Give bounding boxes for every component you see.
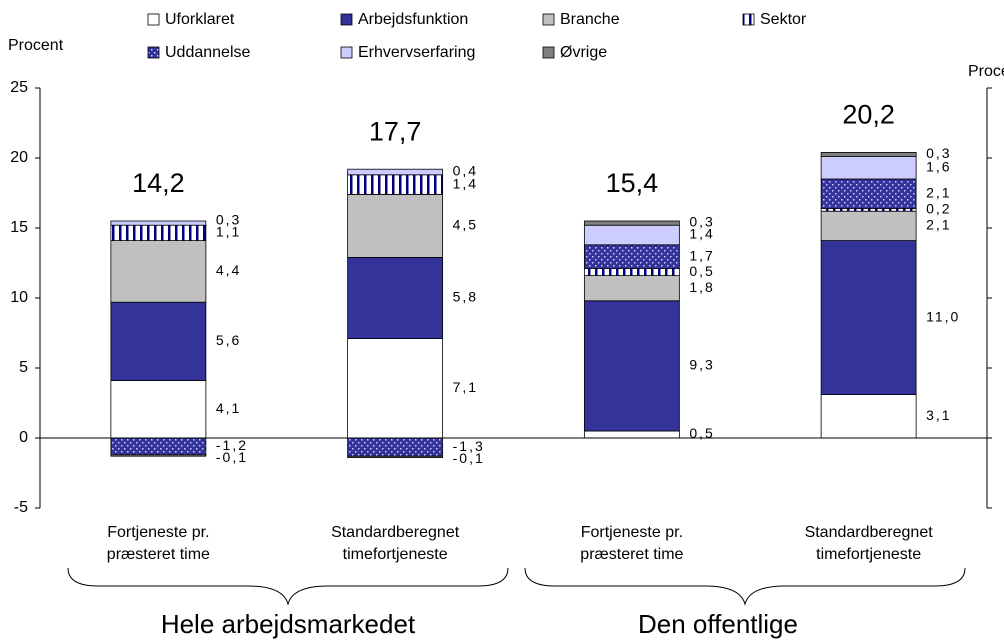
value-label: 1,1 bbox=[216, 224, 241, 240]
legend-swatch bbox=[147, 46, 160, 59]
total-label: 14,2 bbox=[132, 168, 185, 198]
bar-segment bbox=[583, 244, 680, 270]
bar-segment bbox=[583, 268, 680, 277]
bar-segment bbox=[583, 224, 680, 246]
bar-segment bbox=[583, 300, 680, 432]
bar-segment bbox=[110, 220, 207, 226]
value-label: 1,8 bbox=[689, 279, 714, 295]
y-tick-label: 20 bbox=[10, 149, 28, 166]
y-tick-label: -5 bbox=[14, 499, 28, 516]
value-label: 0,2 bbox=[926, 201, 951, 217]
value-label: 11,0 bbox=[926, 308, 960, 324]
bar-segment bbox=[347, 193, 444, 258]
legend-swatch bbox=[147, 13, 160, 26]
bar-segment bbox=[820, 394, 917, 439]
legend-label: Branche bbox=[560, 11, 620, 28]
bar-segment bbox=[583, 430, 680, 439]
bar-segment bbox=[347, 168, 444, 176]
bar-segment bbox=[583, 275, 680, 302]
value-label: 4,4 bbox=[216, 262, 241, 278]
y-tick-label: 15 bbox=[10, 219, 28, 236]
value-label: 1,4 bbox=[453, 175, 478, 191]
legend-swatch bbox=[542, 46, 555, 59]
bar-segment bbox=[347, 437, 444, 457]
group-label: Den offentlige bbox=[638, 609, 798, 639]
legend-label: Øvrige bbox=[560, 44, 607, 61]
bar-segment bbox=[820, 178, 917, 209]
bar-segment bbox=[820, 207, 917, 212]
bar-segment bbox=[347, 174, 444, 195]
value-label: 1,6 bbox=[926, 159, 951, 175]
value-label: 0,5 bbox=[689, 425, 714, 441]
value-label: 1,7 bbox=[689, 247, 714, 263]
brace bbox=[524, 567, 966, 606]
value-label: -1,3 bbox=[453, 438, 485, 454]
bar-segment bbox=[347, 256, 444, 339]
legend-label: Erhvervserfaring bbox=[358, 44, 475, 61]
y2-axis-label: Procent bbox=[968, 63, 1004, 80]
value-label: 5,6 bbox=[216, 332, 241, 348]
y-tick-label: 0 bbox=[19, 429, 28, 446]
value-label: 0,3 bbox=[216, 212, 241, 228]
x-tick-label: Fortjeneste pr. præsteret time bbox=[106, 524, 210, 563]
bar-segment bbox=[820, 210, 917, 241]
total-label: 17,7 bbox=[369, 116, 422, 146]
value-label: 4,1 bbox=[216, 400, 241, 416]
legend-label: Arbejdsfunktion bbox=[358, 11, 468, 28]
value-label: -0,1 bbox=[453, 450, 485, 466]
bar-segment bbox=[110, 454, 207, 457]
bar-segment bbox=[820, 156, 917, 180]
value-label: 4,5 bbox=[453, 217, 478, 233]
value-label: 2,1 bbox=[926, 217, 951, 233]
bar-segment bbox=[110, 240, 207, 303]
x-tick-label: Fortjeneste pr. præsteret time bbox=[580, 524, 684, 563]
total-label: 15,4 bbox=[606, 168, 659, 198]
value-label: 0,4 bbox=[453, 163, 478, 179]
bar-segment bbox=[110, 301, 207, 382]
legend-label: Sektor bbox=[760, 11, 807, 28]
bar-segment bbox=[347, 338, 444, 439]
value-label: 0,3 bbox=[926, 145, 951, 161]
bar-segment bbox=[110, 224, 207, 241]
value-label: 5,8 bbox=[453, 289, 478, 305]
legend-swatch bbox=[542, 13, 555, 26]
total-label: 20,2 bbox=[842, 100, 895, 130]
x-tick-label: Standardberegnet timefortjeneste bbox=[804, 524, 933, 563]
legend-swatch bbox=[340, 13, 353, 26]
value-label: -0,1 bbox=[216, 449, 248, 465]
legend-label: Uddannelse bbox=[165, 44, 251, 61]
brace bbox=[67, 567, 509, 606]
x-tick-label: Standardberegnet timefortjeneste bbox=[331, 524, 460, 563]
y-tick-label: 25 bbox=[10, 79, 28, 96]
value-label: 0,5 bbox=[689, 263, 714, 279]
bar-segment bbox=[347, 455, 444, 459]
y-tick-label: 10 bbox=[10, 289, 28, 306]
y-axis-label: Procent bbox=[8, 37, 64, 54]
bar-segment bbox=[820, 151, 917, 157]
y-tick-label: 5 bbox=[19, 359, 28, 376]
bar-segment bbox=[110, 380, 207, 439]
value-label: 0,3 bbox=[689, 214, 714, 230]
value-label: 2,1 bbox=[926, 184, 951, 200]
bar-segment bbox=[583, 220, 680, 226]
legend-swatch bbox=[340, 46, 353, 59]
bar-segment bbox=[110, 437, 207, 456]
value-label: 9,3 bbox=[689, 357, 714, 373]
value-label: 1,4 bbox=[689, 226, 714, 242]
value-label: 7,1 bbox=[453, 379, 478, 395]
legend-swatch bbox=[742, 13, 755, 26]
bar-segment bbox=[820, 240, 917, 396]
value-label: 3,1 bbox=[926, 407, 951, 423]
legend-label: Uforklaret bbox=[165, 11, 235, 28]
group-label: Hele arbejdsmarkedet bbox=[161, 609, 416, 639]
value-label: -1,2 bbox=[216, 437, 248, 453]
